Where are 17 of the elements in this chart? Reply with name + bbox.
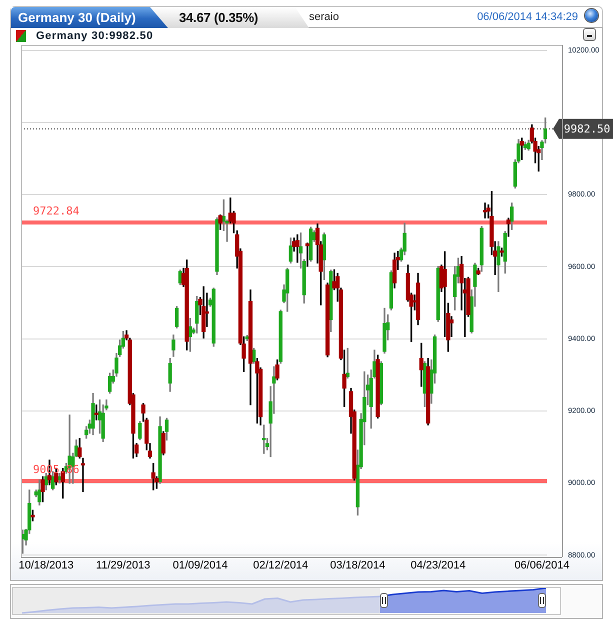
x-tick-label: 06/06/2014 [514, 560, 570, 572]
x-tick-label: 01/09/2014 [172, 560, 228, 572]
x-tick-label: 03/18/2014 [330, 560, 386, 572]
x-tick-label: 04/23/2014 [410, 560, 466, 572]
x-tick-label: 10/18/2013 [18, 560, 74, 572]
candlestick [506, 218, 511, 237]
x-tick-label: 11/29/2013 [96, 560, 150, 572]
x-tick-label: 02/12/2014 [253, 560, 308, 572]
ref-line-label: 9722.84 [33, 204, 80, 218]
candlestick [482, 202, 488, 218]
text: seraio [309, 11, 339, 24]
candlestick [449, 316, 454, 338]
chart-subtitle: 34.67 (0.35%) [179, 10, 258, 26]
text: Germany 30:9982.50 [36, 30, 154, 43]
text: 06/06/2014 14:34:29 [477, 11, 578, 24]
ref-line-label: 9982.50 [564, 122, 610, 136]
chart-title: Germany 30 (Daily) [18, 10, 136, 26]
